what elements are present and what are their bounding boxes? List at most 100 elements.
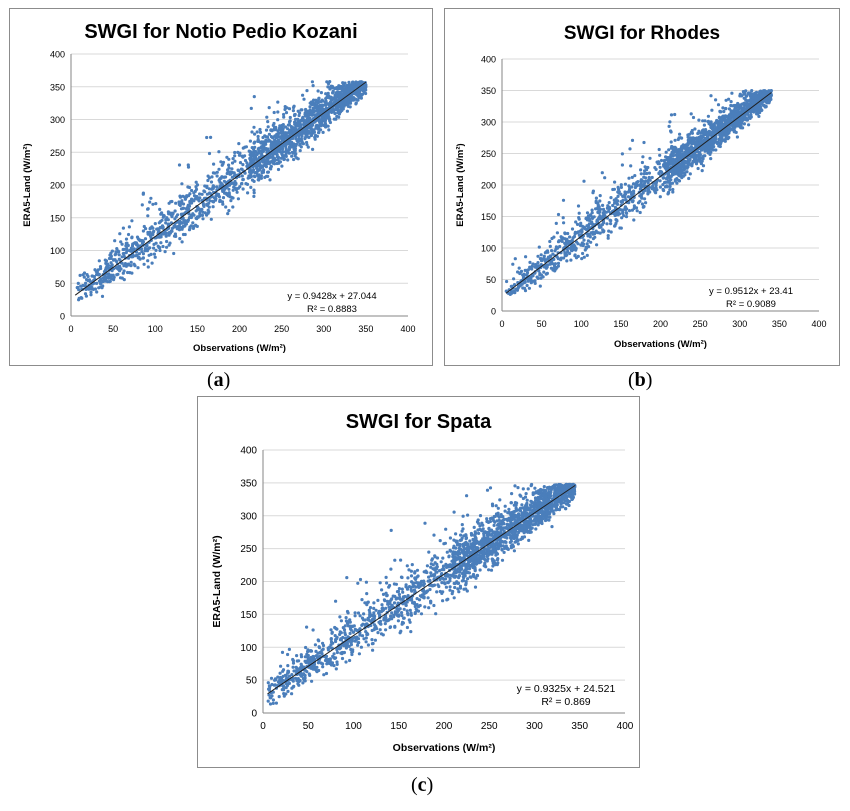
data-point [246,191,250,195]
data-point [253,132,257,136]
data-point [681,174,685,178]
data-point [344,86,348,90]
data-point [598,210,602,214]
data-point [664,155,668,159]
data-point [736,101,740,106]
data-point [548,262,552,266]
data-point [154,202,158,206]
data-point [356,94,360,98]
data-point [179,201,183,205]
panel-label-b: (b) [628,369,653,391]
data-point [178,225,182,229]
data-point [448,585,452,589]
data-point [214,197,218,201]
x-tick-labels: 0 50 100 150 200 250 300 350 400 [260,721,634,732]
data-point [141,191,145,195]
data-point [146,214,150,218]
data-point [448,588,452,592]
data-point [745,99,749,103]
data-point [252,174,256,178]
data-point [230,181,234,185]
data-point [675,181,679,185]
data-point [538,273,542,277]
data-point [577,211,581,215]
data-point [553,262,557,266]
data-point [564,242,568,246]
data-point [683,145,687,149]
data-point [728,117,732,121]
data-point [527,538,531,542]
data-point [654,167,658,171]
data-point [471,537,475,542]
data-point [277,131,281,135]
data-point [314,113,319,117]
data-point [122,269,126,273]
data-point [215,170,219,174]
data-point [575,222,580,226]
data-point [647,171,651,175]
data-point [227,187,231,191]
x-tick-label: 50 [108,324,118,334]
data-point [582,238,586,242]
data-point [666,159,670,163]
data-point [322,673,326,677]
data-point [268,702,273,706]
y-tick-label: 150 [240,610,257,621]
data-point [287,107,292,111]
data-point [566,231,570,236]
data-point [706,120,710,124]
data-point [562,256,566,260]
data-point [669,140,673,144]
data-point [272,110,276,115]
data-point [231,188,235,192]
data-point [269,128,273,132]
data-point [676,137,680,142]
data-point [130,219,134,223]
data-point [326,91,330,95]
data-point [319,100,323,104]
data-point [620,163,624,167]
data-point [339,619,343,623]
x-tick-label: 200 [653,319,668,329]
data-point [632,218,636,222]
data-point [174,215,178,219]
data-point [596,206,600,210]
data-point [288,115,292,120]
data-point [603,176,607,180]
data-point [211,186,215,190]
data-point [294,117,298,121]
data-point [292,126,296,130]
data-point [266,170,270,174]
scatter-plot-a: 0 50 100 150 200 250 300 350 4000501001502002503… [22,50,416,355]
data-point [115,247,119,251]
data-point [126,270,130,275]
y-tick-label: 250 [50,148,65,158]
data-point [150,261,154,265]
data-point [615,202,620,206]
data-point [306,109,310,113]
data-point [458,586,463,590]
data-point [210,175,214,179]
trendline-r-squared: R² = 0.8883 [307,304,357,315]
data-point [277,128,281,132]
data-point [308,105,312,109]
data-point [117,253,121,257]
data-point [563,251,567,255]
data-point [689,112,693,116]
data-point [324,124,329,128]
data-point [191,221,195,225]
data-point [666,166,670,170]
data-point [629,164,633,168]
data-point [194,185,198,189]
data-point [238,151,242,155]
data-point [598,225,602,229]
data-point [110,263,114,267]
data-point [438,589,442,594]
data-point [639,168,643,172]
data-point [154,248,158,252]
data-point [671,163,675,167]
data-point [349,84,353,88]
data-point [301,115,305,119]
data-point [744,102,748,106]
data-point [97,272,101,277]
